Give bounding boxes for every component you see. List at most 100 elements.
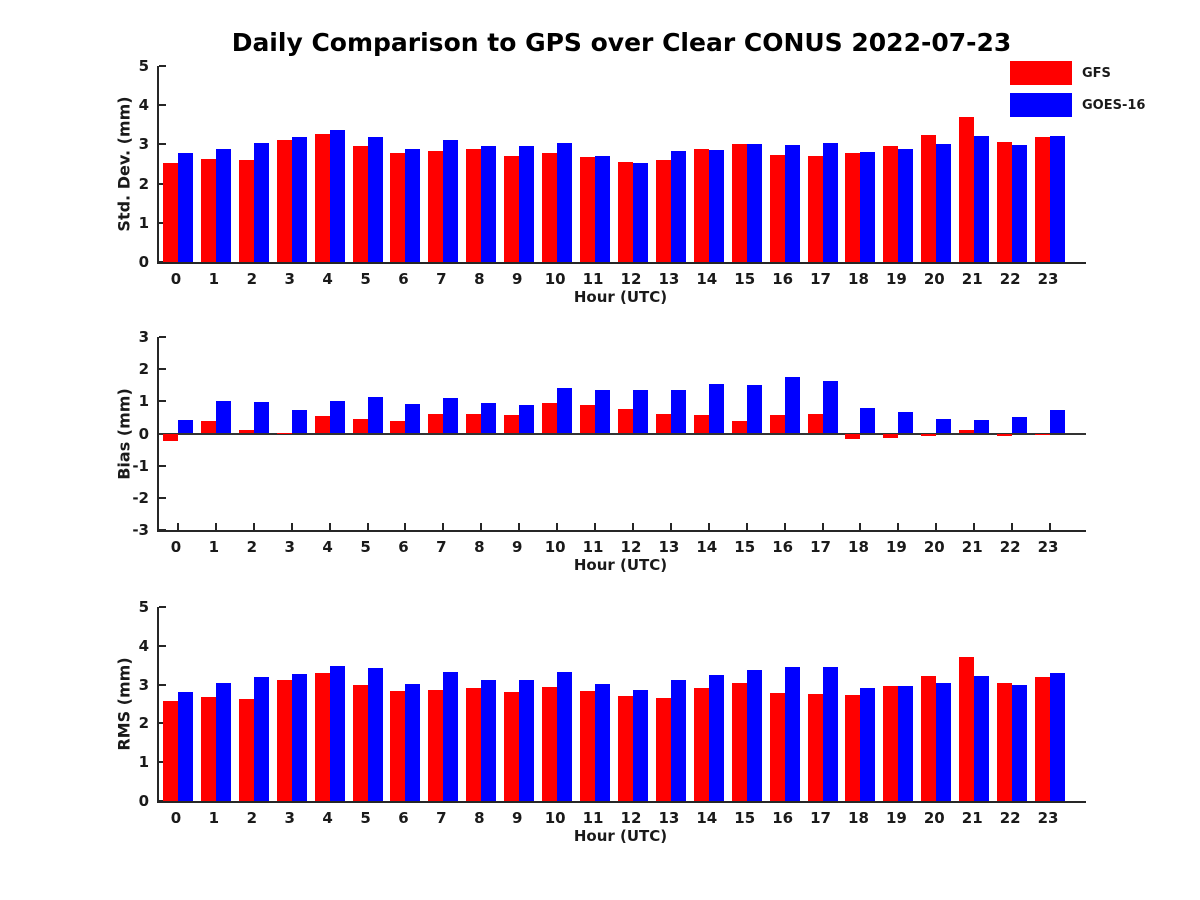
bar-gfs-hour-13 [655, 697, 671, 801]
bar-gfs-hour-12 [617, 162, 633, 262]
x-tick-mark [783, 523, 786, 530]
bar-gfs-hour-16 [769, 155, 785, 262]
y-tick-mark [159, 182, 166, 185]
y-tick-mark [159, 800, 166, 802]
x-tick-label: 9 [511, 538, 523, 556]
x-axis-label-bias: Hour (UTC) [573, 556, 668, 574]
x-tick-label: 17 [810, 809, 831, 827]
y-tick-mark [159, 368, 166, 371]
bar-gfs-hour-10 [542, 686, 558, 801]
x-tick-label: 21 [961, 538, 983, 556]
x-tick-mark [480, 523, 483, 530]
bar-goes16-hour-9 [519, 405, 535, 434]
bar-goes16-hour-6 [405, 683, 421, 801]
y-tick-label: 0 [138, 253, 149, 271]
y-tick-label: 4 [138, 636, 149, 655]
x-tick-mark [859, 523, 862, 530]
bar-gfs-hour-13 [655, 413, 671, 434]
bar-goes16-hour-23 [1050, 672, 1066, 801]
y-tick-label: 3 [138, 135, 149, 154]
bar-goes16-hour-11 [595, 155, 611, 262]
legend-swatch-icon [1010, 93, 1072, 117]
bar-goes16-hour-1 [215, 682, 231, 801]
bar-goes16-hour-10 [557, 387, 573, 434]
x-tick-label: 13 [658, 538, 680, 556]
bar-goes16-hour-16 [784, 667, 800, 801]
bar-gfs-hour-21 [959, 116, 975, 262]
y-tick-mark [159, 529, 166, 531]
x-tick-mark [176, 523, 179, 530]
bar-gfs-hour-5 [352, 419, 368, 434]
bar-gfs-hour-18 [845, 153, 861, 262]
bar-goes16-hour-17 [822, 380, 838, 434]
bar-gfs-hour-8 [466, 413, 482, 434]
x-tick-label: 5 [360, 809, 371, 827]
bar-goes16-hour-10 [557, 671, 573, 801]
plot-area-bias [157, 336, 1086, 532]
bar-gfs-hour-23 [1035, 677, 1051, 801]
x-tick-label: 22 [999, 809, 1021, 827]
y-tick-mark [159, 336, 166, 338]
bar-goes16-hour-7 [443, 397, 459, 434]
y-tick-mark [159, 606, 166, 608]
bar-gfs-hour-9 [504, 155, 520, 262]
bar-gfs-hour-4 [314, 672, 330, 801]
x-tick-label: 1 [208, 809, 220, 827]
x-tick-label: 20 [923, 809, 945, 827]
bar-gfs-hour-12 [617, 408, 633, 434]
bar-gfs-hour-12 [617, 696, 633, 801]
bar-goes16-hour-7 [443, 671, 459, 801]
bar-goes16-hour-22 [1012, 416, 1028, 434]
y-tick-mark [159, 722, 166, 725]
bar-goes16-hour-7 [443, 139, 459, 262]
bar-gfs-hour-14 [693, 688, 709, 801]
x-tick-mark [935, 523, 938, 530]
x-axis-label-rms: Hour (UTC) [573, 827, 668, 845]
bar-gfs-hour-16 [769, 693, 785, 801]
bar-goes16-hour-6 [405, 148, 421, 262]
bar-gfs-hour-1 [200, 421, 216, 434]
chart-title: Daily Comparison to GPS over Clear CONUS… [231, 28, 1012, 57]
bar-gfs-hour-2 [238, 698, 254, 801]
x-tick-label: 19 [885, 538, 907, 556]
bar-gfs-hour-20 [921, 433, 937, 437]
bar-gfs-hour-5 [352, 684, 368, 801]
x-tick-label: 3 [284, 809, 295, 827]
y-tick-mark [159, 65, 166, 67]
bar-goes16-hour-12 [632, 389, 648, 434]
x-tick-label: 1 [208, 538, 220, 556]
bar-gfs-hour-3 [276, 139, 292, 262]
bar-gfs-hour-7 [428, 689, 444, 801]
bar-gfs-hour-9 [504, 692, 520, 801]
y-tick-label: 4 [138, 96, 149, 115]
y-tick-label: 5 [138, 57, 149, 75]
bar-goes16-hour-23 [1050, 409, 1066, 434]
bar-goes16-hour-11 [595, 683, 611, 801]
bar-goes16-hour-10 [557, 143, 573, 262]
x-tick-label: 4 [322, 809, 333, 827]
legend: GFS GOES-16 [1010, 61, 1190, 131]
bar-goes16-hour-11 [595, 390, 611, 434]
y-tick-label: 1 [138, 753, 149, 772]
bar-goes16-hour-16 [784, 376, 800, 434]
bar-gfs-hour-19 [883, 685, 899, 801]
x-tick-label: 15 [734, 270, 756, 288]
x-tick-label: 9 [511, 270, 523, 288]
bar-goes16-hour-3 [291, 137, 307, 262]
x-tick-mark [707, 523, 710, 530]
y-tick-label: 1 [138, 213, 149, 232]
x-tick-mark [518, 523, 521, 530]
x-tick-label: 21 [961, 809, 983, 827]
bar-goes16-hour-15 [746, 669, 762, 801]
bar-gfs-hour-3 [276, 432, 292, 434]
x-tick-label: 0 [170, 809, 182, 827]
y-tick-mark [159, 683, 166, 686]
y-tick-label: -1 [132, 456, 149, 475]
bar-goes16-hour-4 [329, 129, 345, 262]
x-tick-label: 18 [848, 809, 869, 827]
y-tick-mark [159, 221, 166, 224]
bar-goes16-hour-15 [746, 384, 762, 434]
bar-gfs-hour-5 [352, 146, 368, 262]
bar-goes16-hour-19 [898, 148, 914, 262]
